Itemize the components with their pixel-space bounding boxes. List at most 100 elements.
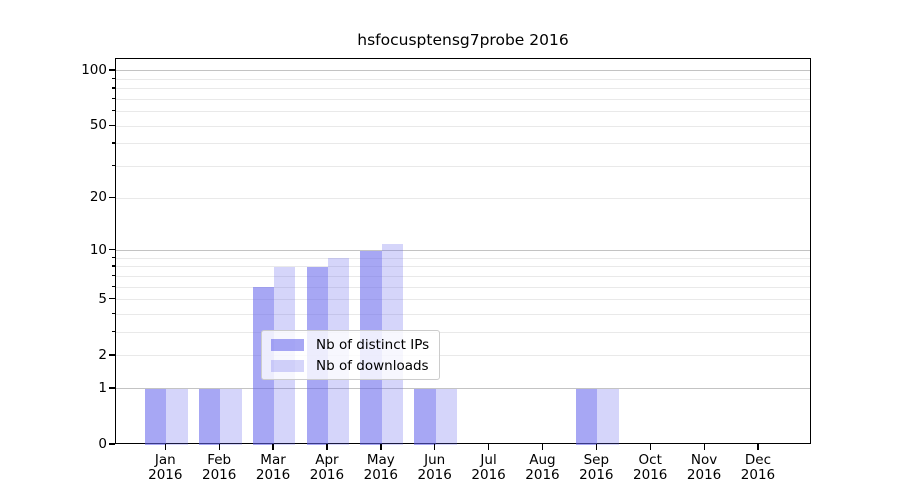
bar-feb-downloads <box>220 388 242 445</box>
x-tick-year: 2016 <box>363 467 398 483</box>
legend-entry-distinct-ips: Nb of distinct IPs <box>271 336 429 353</box>
x-tick-month: Aug <box>529 452 556 468</box>
bar-sep-downloads <box>597 388 619 445</box>
y-tick-label-50: 50 <box>89 117 107 134</box>
x-tick-month: May <box>366 452 395 468</box>
y-minortick-7 <box>111 274 115 277</box>
gridline-minor-y20 <box>116 197 810 199</box>
x-tick-label-oct: Oct 2016 <box>618 453 682 483</box>
gridline-minor-y6 <box>116 286 810 288</box>
x-tick-label-mar: Mar 2016 <box>241 453 305 483</box>
y-tick-label-2: 2 <box>98 346 107 363</box>
x-tick-year: 2016 <box>579 467 614 483</box>
y-minortick-4 <box>111 312 115 315</box>
bar-jun-downloads <box>435 388 458 445</box>
x-tick-month: Apr <box>315 452 339 468</box>
y-minortick-9 <box>111 256 115 259</box>
gridline-major-y10 <box>116 250 810 252</box>
legend-label-distinct-ips: Nb of distinct IPs <box>316 336 430 353</box>
y-minortick-30 <box>111 165 115 167</box>
x-tick-year: 2016 <box>686 467 722 483</box>
gridline-minor-y4 <box>116 314 810 316</box>
x-tick-month: Jun <box>424 452 446 468</box>
bar-feb-distinct-ips <box>198 388 221 445</box>
y-tick-label-10: 10 <box>89 241 107 258</box>
x-tick-year: 2016 <box>255 467 291 483</box>
x-tick-year: 2016 <box>525 467 560 483</box>
x-tick-label-feb: Feb 2016 <box>187 453 251 483</box>
legend-entry-downloads: Nb of downloads <box>271 357 429 374</box>
bar-jun-distinct-ips <box>414 388 436 445</box>
gridline-minor-y60 <box>116 111 810 113</box>
y-tick-5 <box>109 298 115 300</box>
x-tick-month: Jan <box>154 452 176 468</box>
y-tick-label-100: 100 <box>81 61 107 78</box>
x-tick-year: 2016 <box>740 467 776 483</box>
x-tick-year: 2016 <box>633 467 668 483</box>
x-tick-label-nov: Nov 2016 <box>672 453 736 483</box>
gridline-minor-y90 <box>116 78 810 80</box>
x-tick-apr <box>326 444 328 450</box>
x-tick-label-may: May 2016 <box>349 453 413 483</box>
x-tick-month: Nov <box>690 452 718 468</box>
x-tick-aug <box>541 444 544 450</box>
x-tick-month: Feb <box>207 452 232 468</box>
gridline-minor-y3 <box>116 332 810 334</box>
y-minortick-40 <box>111 142 115 144</box>
y-tick-0 <box>109 443 115 445</box>
y-tick-2 <box>109 354 115 356</box>
x-tick-year: 2016 <box>471 467 506 483</box>
x-tick-feb <box>218 444 220 450</box>
x-tick-jul <box>487 444 490 450</box>
gridline-major-y1 <box>116 388 810 390</box>
x-tick-mar <box>272 444 274 450</box>
x-tick-month: Oct <box>638 452 662 468</box>
y-minortick-80 <box>111 87 115 89</box>
x-tick-may <box>380 444 382 450</box>
x-tick-year: 2016 <box>201 467 237 483</box>
x-tick-label-jan: Jan 2016 <box>133 453 197 483</box>
bar-sep-distinct-ips <box>575 388 598 445</box>
x-tick-year: 2016 <box>417 467 452 483</box>
x-tick-month: Mar <box>260 452 286 468</box>
gridline-minor-y9 <box>116 257 810 259</box>
x-tick-dec <box>757 444 759 450</box>
y-tick-label-1: 1 <box>98 379 107 396</box>
y-tick-100 <box>109 69 115 71</box>
y-minortick-90 <box>111 77 115 80</box>
x-tick-jan <box>164 444 166 450</box>
gridline-minor-y8 <box>116 266 810 268</box>
x-tick-label-apr: Apr 2016 <box>295 453 359 483</box>
y-minortick-70 <box>111 97 115 100</box>
y-tick-label-20: 20 <box>89 189 107 206</box>
legend: Nb of distinct IPs Nb of downloads <box>261 330 441 380</box>
legend-label-downloads: Nb of downloads <box>316 357 429 374</box>
y-minortick-8 <box>111 265 115 267</box>
x-tick-label-dec: Dec 2016 <box>726 453 790 483</box>
gridline-minor-y30 <box>116 166 810 168</box>
legend-swatch-distinct-ips <box>271 338 304 351</box>
x-tick-sep <box>595 444 598 450</box>
gridline-minor-y70 <box>116 98 810 100</box>
y-tick-label-0: 0 <box>98 436 107 452</box>
gridline-minor-y40 <box>116 143 810 145</box>
x-tick-jun <box>434 444 436 450</box>
x-tick-month: Dec <box>744 452 772 468</box>
x-tick-nov <box>703 444 705 450</box>
y-tick-1 <box>109 387 115 389</box>
y-tick-10 <box>109 249 115 251</box>
y-minortick-6 <box>111 285 115 287</box>
plot-area <box>115 58 811 445</box>
bar-jan-distinct-ips <box>144 388 167 445</box>
x-tick-month: Sep <box>583 452 610 468</box>
gridline-minor-y50 <box>116 125 810 127</box>
x-tick-year: 2016 <box>148 467 183 483</box>
gridline-minor-y7 <box>116 275 810 277</box>
y-tick-50 <box>109 124 115 126</box>
chart-title: hsfocusptensg7probe 2016 <box>357 31 569 49</box>
y-tick-label-5: 5 <box>98 290 107 307</box>
legend-swatch-downloads <box>271 359 304 372</box>
x-tick-label-jul: Jul 2016 <box>457 453 521 483</box>
y-minortick-60 <box>111 110 115 112</box>
